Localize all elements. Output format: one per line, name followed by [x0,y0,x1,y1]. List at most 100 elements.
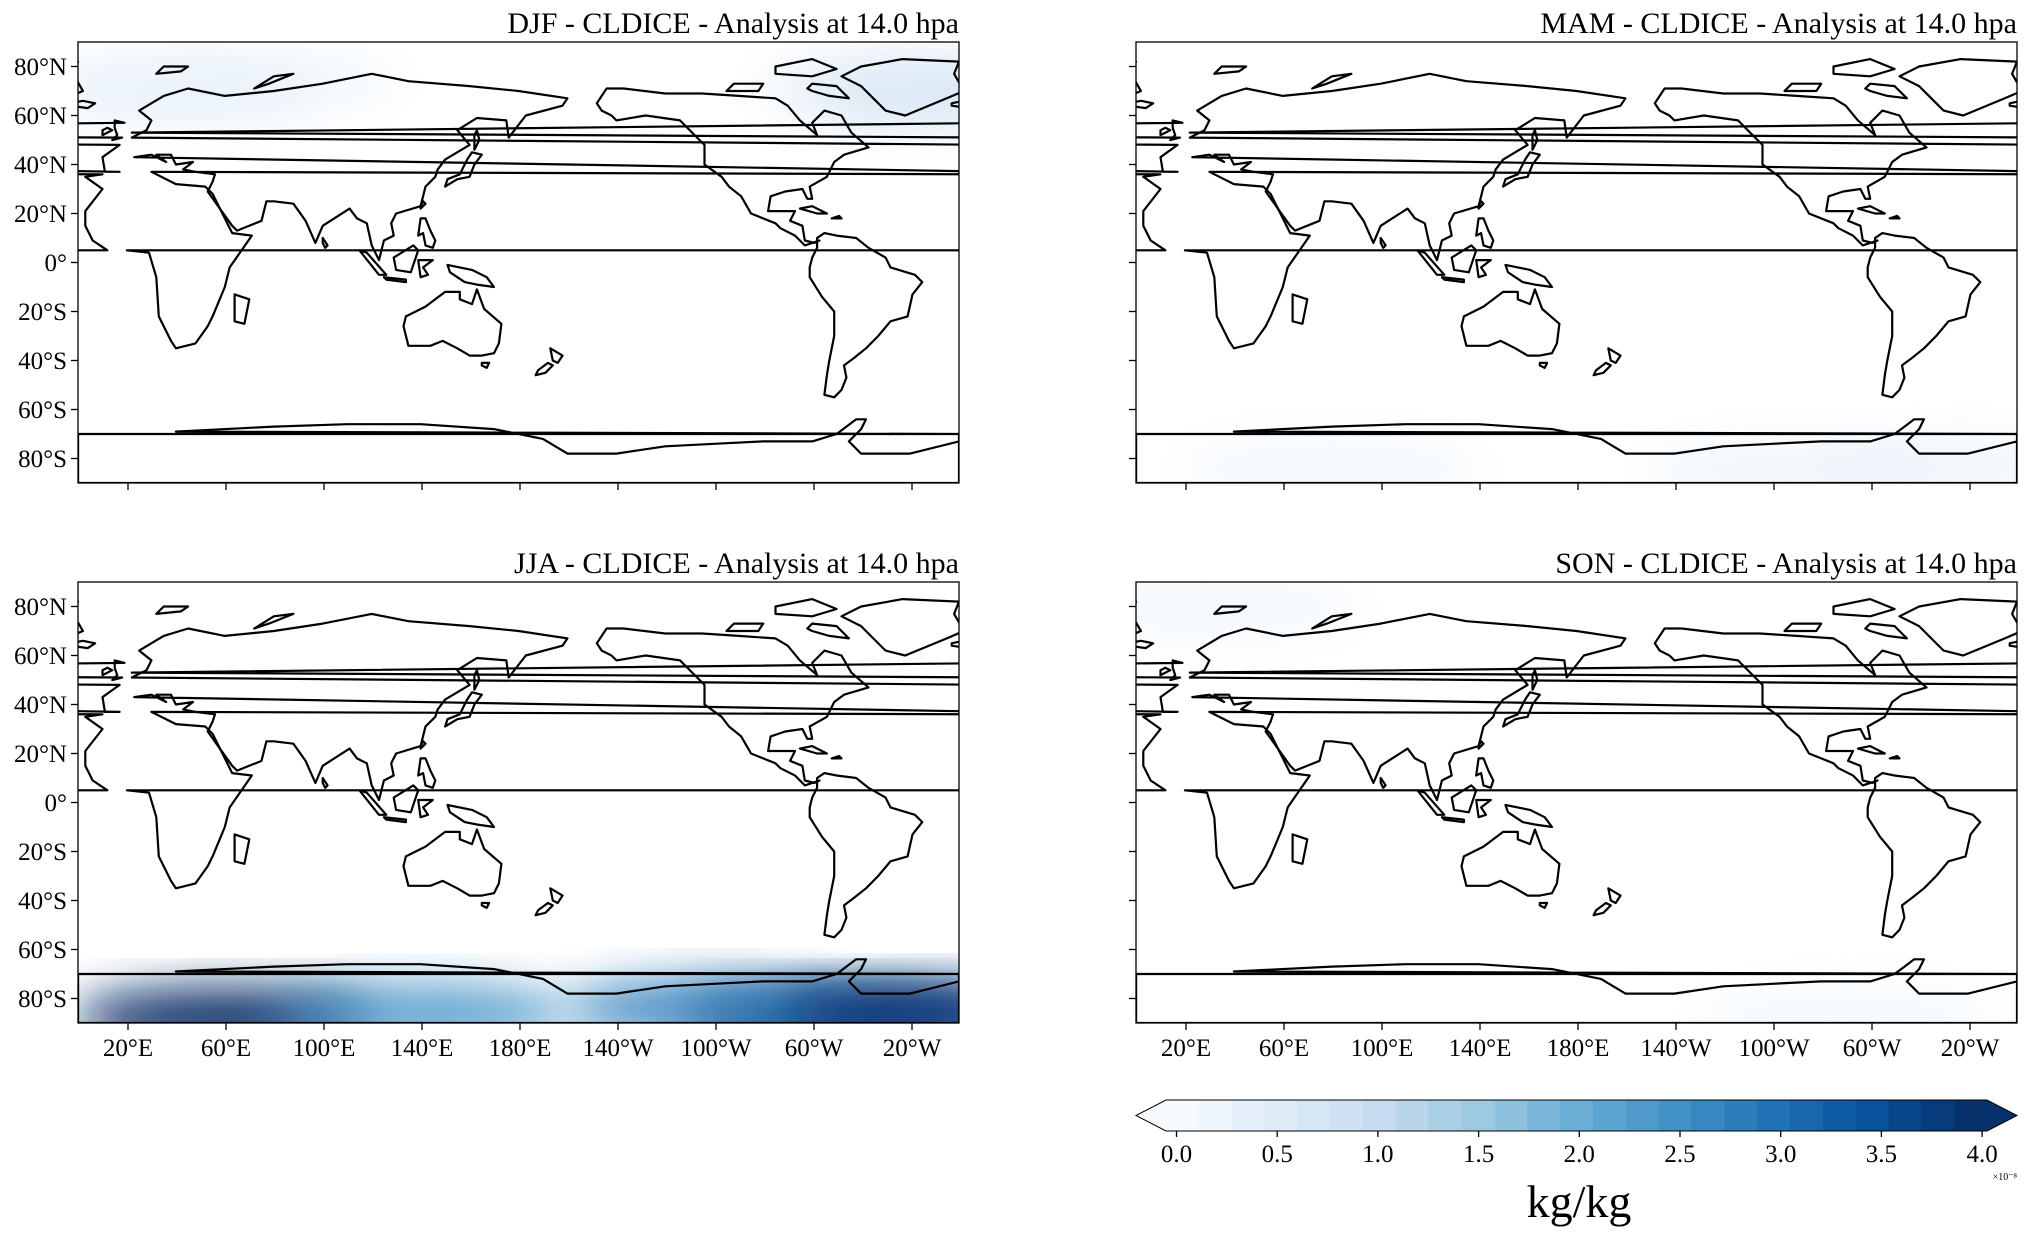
colorbar-tick-label: 2.5 [1664,1141,1695,1168]
colorbar-segment [1297,1100,1331,1131]
coastline [402,828,503,897]
coastline [1592,901,1612,917]
coastline [253,72,295,90]
colorbar-tick-label: 1.0 [1362,1141,1393,1168]
coastline [1475,757,1495,789]
coastline [1450,244,1478,274]
coastline [622,152,659,186]
coastline [1864,82,1908,100]
coastline [1538,901,1549,909]
ice-field-blob [99,51,400,112]
colorbar-segment [1691,1100,1725,1131]
colorbar-tick-label: 3.0 [1765,1141,1796,1168]
coastline [534,901,554,917]
coastlines-mam [500,58,2017,483]
coastline [830,754,843,760]
x-tick-label: 20°E [1161,1035,1211,1062]
coastline [1504,263,1554,289]
coastline [1653,87,1928,247]
coastline [1475,217,1495,249]
coastlines-jja [78,598,959,1023]
coastline [1159,126,1172,137]
coastline [1213,605,1248,615]
coastline [480,901,491,909]
coastline [774,598,838,618]
coastline [549,887,564,905]
colorbar-tick-label: 3.5 [1866,1141,1897,1168]
coastline [1311,612,1353,630]
colorbar-segment [1592,1100,1627,1131]
map-frame-mam [1135,41,2018,484]
coastline [1136,713,1167,792]
coastlines-djf [78,58,959,483]
coastline [1136,60,1142,95]
y-tick-label: 60°S [18,937,67,964]
coastline [382,276,407,284]
map-frame-jja [77,581,960,1024]
colorbar-segment [1330,1100,1364,1131]
colorbar-segment [1790,1100,1824,1131]
colorbar-extend-high [1987,1100,2017,1131]
ice-field-blob [1181,438,1482,483]
coastline [78,958,959,1023]
coastline [473,129,481,151]
coastline [598,201,603,208]
coastline [581,289,679,355]
coastline [1856,205,1886,215]
colorbar-segment [1822,1100,1857,1131]
coastline [233,833,251,865]
coastline [500,778,505,788]
coastline [1291,833,1309,865]
coastline [101,126,114,137]
coastline [953,599,1014,616]
coastline [561,817,583,822]
coastline [950,640,959,648]
y-tick-label: 20°N [14,741,67,768]
colorbar-segment [1724,1100,1758,1131]
coastline [446,803,496,829]
coastline [500,238,505,248]
coastline [774,58,838,78]
colorbar-ticks: 0.0 0.5 1.0 1.5 2.0 2.5 3.0 3.5 4.0 [1161,1131,1998,1168]
colorbar-segment [1428,1100,1463,1131]
coastline [1504,803,1554,829]
ice-field-blob [1695,985,1996,1023]
coastline [534,361,554,377]
coastline [1188,72,2017,262]
coastline [1538,361,1549,369]
x-ticks-son: 20°E 60°E 100°E 140°E 180°E 140°W 100°W … [1161,1023,2000,1062]
coastline [1440,816,1465,824]
x-tick-label: 140°W [1640,1035,1711,1062]
coastline [595,758,612,787]
coastline [806,622,850,640]
ice-field-blob [270,983,571,1023]
ice-field-son [1136,582,1996,1023]
coastline [1136,600,1142,635]
colorbar-extend-low [1136,1100,1166,1131]
coastline [358,249,388,276]
y-tick-label: 0° [45,250,68,277]
y-tick-label: 80°S [18,986,67,1013]
coastline [233,293,251,325]
coastline [987,773,1100,937]
coastline [321,236,329,249]
coastline [78,418,959,483]
coastline [130,612,959,802]
colorbar-segment [1198,1100,1233,1131]
coastline [1009,216,1019,219]
coastline [840,58,959,117]
coastline [1856,745,1886,755]
panel-title-jja: JJA - CLDICE - Analysis at 14.0 hpa [514,547,959,580]
coastline [1888,214,1901,220]
coastlines-son [500,598,2017,1023]
coastline [808,232,924,399]
y-tick-label: 60°N [14,103,67,130]
coastline [1502,691,1541,728]
coastline [444,691,483,728]
coastline [1502,151,1541,188]
x-tick-label: 20°W [883,1035,942,1062]
y-ticks-jja: 80°N 60°N 40°N 20°N 0° 20°S 40°S 60°S 80… [14,594,78,1013]
colorbar-segment [1658,1100,1692,1131]
coastline [480,361,491,369]
